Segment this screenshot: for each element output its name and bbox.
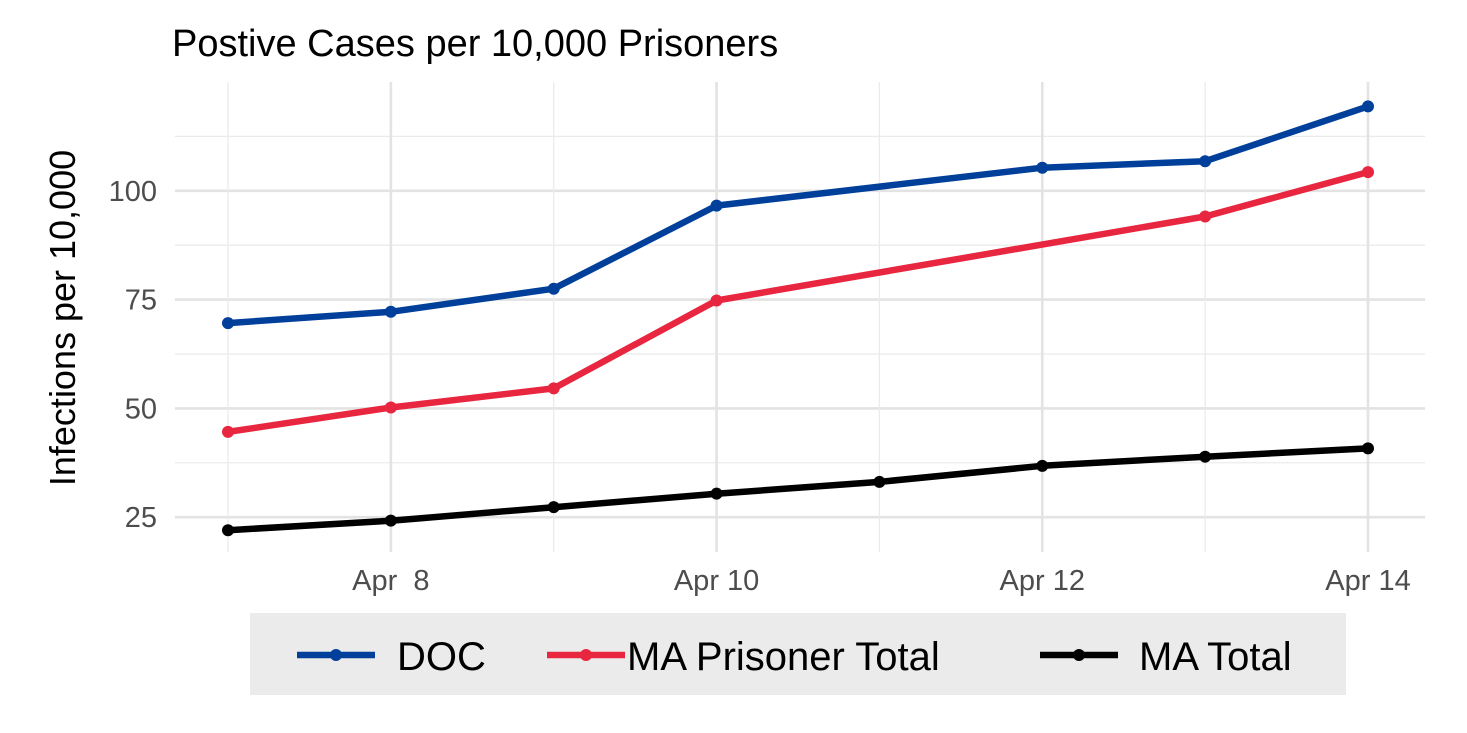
data-point — [384, 305, 397, 318]
data-point — [222, 425, 234, 438]
series-line — [224, 445, 1372, 534]
data-point — [222, 317, 234, 330]
series-group — [222, 100, 1374, 537]
legend-key-point — [330, 649, 342, 661]
y-tick-label: 25 — [125, 502, 157, 534]
y-tick-label: 50 — [125, 393, 157, 425]
series-ma-total — [222, 442, 1374, 537]
y-axis-title: Infections per 10,000 — [42, 150, 83, 486]
legend-key-point — [580, 649, 592, 661]
data-point — [1362, 442, 1374, 455]
x-axis-ticks: Apr 8 Apr 10 Apr 12 Apr 14 — [352, 565, 1411, 597]
x-tick-label: Apr 12 — [1000, 565, 1085, 597]
series-line — [224, 168, 1372, 436]
series-doc — [222, 100, 1374, 330]
data-point — [1362, 166, 1374, 179]
legend-label: MA Total — [1139, 635, 1292, 679]
data-point — [710, 487, 723, 500]
legend-key-point — [1073, 649, 1085, 661]
legend-item: MA Prisoner Total — [547, 635, 940, 679]
data-point — [1199, 210, 1212, 223]
data-point — [1036, 161, 1049, 174]
legend-item: MA Total — [1040, 635, 1292, 679]
y-axis-ticks: 25 50 75 100 — [109, 176, 157, 534]
x-tick-label: Apr 14 — [1325, 565, 1410, 597]
data-point — [547, 282, 560, 295]
y-tick-label: 75 — [125, 285, 157, 317]
legend: DOC MA Prisoner Total MA Total — [250, 613, 1346, 695]
y-tick-label: 100 — [109, 176, 157, 208]
legend-label: DOC — [397, 635, 486, 679]
data-point — [1199, 155, 1212, 168]
data-point — [710, 199, 723, 212]
data-point — [384, 514, 397, 527]
legend-item: DOC — [297, 635, 486, 679]
data-point — [1362, 100, 1374, 113]
data-point — [873, 475, 886, 488]
chart-title: Postive Cases per 10,000 Prisoners — [172, 23, 778, 65]
legend-background — [250, 613, 1346, 695]
series-ma-prisoner-total — [222, 166, 1374, 438]
data-point — [1199, 450, 1212, 463]
data-point — [710, 294, 723, 307]
data-point — [222, 524, 234, 537]
data-point — [384, 401, 397, 414]
data-point — [1036, 459, 1049, 472]
legend-label: MA Prisoner Total — [627, 635, 940, 679]
x-tick-label: Apr 8 — [352, 565, 429, 597]
x-tick-label: Apr 10 — [674, 565, 759, 597]
data-point — [547, 382, 560, 395]
data-point — [547, 501, 560, 514]
